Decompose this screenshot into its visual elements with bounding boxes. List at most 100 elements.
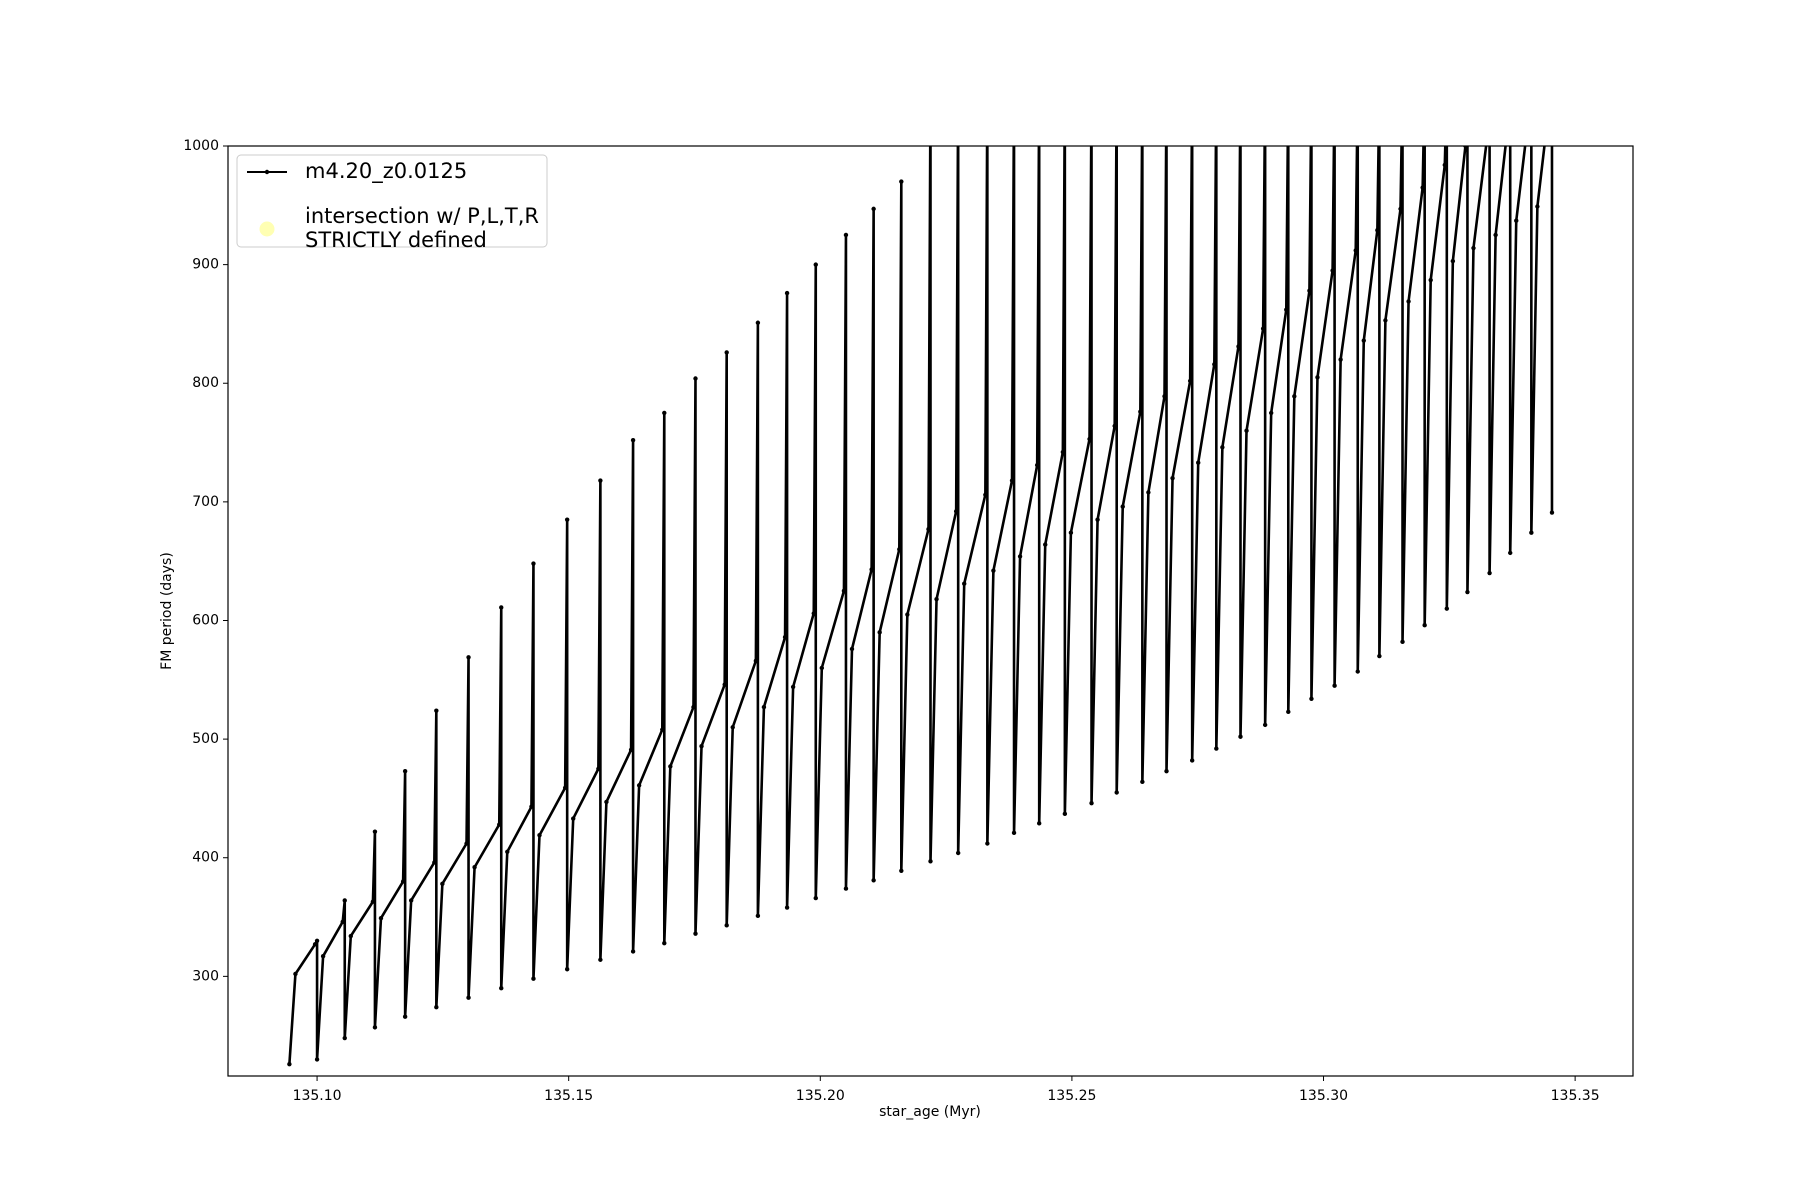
line-marker bbox=[499, 605, 504, 610]
y-tick-label: 500 bbox=[192, 731, 219, 747]
line-marker bbox=[370, 899, 376, 904]
line-marker bbox=[1112, 423, 1117, 429]
line-marker bbox=[1212, 362, 1217, 367]
line-marker bbox=[1095, 517, 1100, 522]
line-marker bbox=[342, 1035, 347, 1041]
line-marker bbox=[724, 923, 729, 928]
line-marker bbox=[1138, 409, 1143, 414]
line-marker bbox=[1420, 185, 1425, 190]
line-marker bbox=[934, 596, 939, 602]
line-marker bbox=[293, 971, 298, 977]
line-marker bbox=[1514, 218, 1519, 223]
line-marker bbox=[1508, 550, 1513, 556]
line-marker bbox=[564, 517, 570, 522]
line-marker bbox=[1120, 504, 1125, 509]
line-marker bbox=[1444, 606, 1450, 611]
line-marker bbox=[604, 799, 609, 805]
line-marker bbox=[782, 634, 788, 640]
line-marker bbox=[1062, 811, 1068, 817]
line-marker bbox=[1187, 378, 1193, 384]
axes-frame bbox=[227, 145, 1634, 1077]
line-marker bbox=[1286, 709, 1291, 715]
line-marker bbox=[991, 568, 996, 573]
line-marker bbox=[962, 581, 967, 586]
x-tick-label: 135.20 bbox=[796, 1088, 845, 1104]
line-marker bbox=[348, 933, 353, 939]
line-marker bbox=[1529, 530, 1534, 535]
y-tick-label: 800 bbox=[192, 375, 219, 391]
line-marker bbox=[598, 957, 603, 962]
line-marker bbox=[400, 879, 406, 884]
line-marker bbox=[1549, 510, 1555, 515]
x-tick-label: 135.10 bbox=[293, 1088, 342, 1104]
line-marker bbox=[843, 886, 849, 891]
line-marker bbox=[662, 940, 667, 946]
line-marker bbox=[464, 841, 469, 846]
line-marker bbox=[755, 913, 761, 919]
x-tick-label: 135.30 bbox=[1299, 1088, 1348, 1104]
line-marker bbox=[1244, 428, 1249, 433]
line-marker bbox=[1465, 589, 1470, 595]
line-marker bbox=[724, 350, 729, 355]
line-marker bbox=[1089, 800, 1094, 806]
line-marker bbox=[1442, 162, 1447, 168]
line-marker bbox=[926, 526, 931, 532]
line-marker bbox=[1422, 623, 1427, 628]
line-marker bbox=[660, 727, 665, 732]
line-marker bbox=[790, 684, 796, 690]
line-marker bbox=[314, 1057, 320, 1062]
line-marker bbox=[1535, 204, 1540, 209]
legend-label: intersection w/ P,L,T,R STRICTLY defined bbox=[305, 204, 539, 252]
line-marker bbox=[1450, 258, 1456, 264]
line-marker bbox=[402, 1014, 408, 1019]
y-tick-label: 700 bbox=[192, 494, 219, 510]
line-marker bbox=[571, 816, 576, 821]
line-marker bbox=[1164, 768, 1169, 774]
line-marker bbox=[662, 410, 667, 416]
line-marker bbox=[985, 841, 990, 846]
line-marker bbox=[899, 179, 904, 184]
line-marker bbox=[499, 986, 504, 991]
line-marker bbox=[1332, 683, 1337, 688]
line-marker bbox=[342, 898, 347, 903]
line-marker bbox=[722, 682, 727, 687]
line-marker bbox=[1011, 830, 1017, 836]
line-marker bbox=[761, 704, 767, 710]
line-marker bbox=[1017, 554, 1023, 559]
line-marker bbox=[693, 931, 698, 936]
line-marker bbox=[1162, 394, 1167, 399]
line-marker bbox=[598, 478, 603, 483]
line-marker bbox=[630, 437, 636, 443]
line-marker bbox=[1034, 462, 1040, 468]
line-marker bbox=[312, 942, 318, 947]
line-marker bbox=[849, 646, 855, 652]
line-marker bbox=[630, 949, 636, 954]
line-marker bbox=[636, 783, 642, 788]
line-marker bbox=[1400, 639, 1405, 645]
line-marker bbox=[871, 878, 876, 883]
line-marker bbox=[1196, 460, 1201, 465]
line-marker bbox=[1036, 821, 1042, 826]
line-marker bbox=[1214, 746, 1219, 751]
line-marker bbox=[596, 766, 601, 771]
line-marker bbox=[372, 1025, 378, 1030]
line-marker bbox=[1238, 734, 1243, 739]
plot-area bbox=[287, 146, 1555, 1067]
line-marker bbox=[1330, 268, 1335, 273]
line-marker bbox=[402, 768, 408, 774]
line-marker bbox=[843, 232, 849, 238]
line-marker bbox=[1170, 475, 1175, 481]
legend-marker bbox=[259, 221, 275, 237]
x-tick-label: 135.35 bbox=[1551, 1088, 1600, 1104]
line-marker bbox=[1060, 449, 1066, 455]
line-marker bbox=[753, 658, 759, 664]
line-marker bbox=[668, 764, 673, 769]
y-tick-label: 300 bbox=[192, 968, 219, 984]
line-marker bbox=[1315, 375, 1320, 380]
line-marker bbox=[1338, 357, 1343, 362]
line-marker bbox=[899, 868, 904, 873]
line-marker bbox=[287, 1061, 292, 1067]
line-marker bbox=[537, 832, 542, 838]
line-marker bbox=[693, 376, 698, 381]
line-marker bbox=[1361, 338, 1366, 343]
